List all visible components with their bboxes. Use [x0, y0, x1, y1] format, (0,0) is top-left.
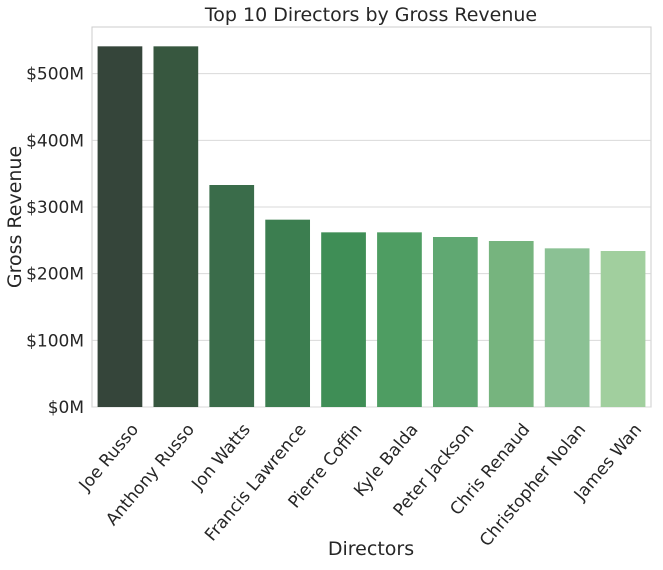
y-tick-label: $300M: [26, 198, 84, 218]
y-tick-label: $400M: [26, 131, 84, 151]
y-tick-label: $0M: [48, 398, 84, 418]
bar: [544, 248, 590, 407]
chart-title: Top 10 Directors by Gross Revenue: [204, 4, 537, 26]
bars: [97, 46, 646, 407]
bar: [153, 46, 199, 407]
y-tick-label: $500M: [26, 65, 84, 85]
y-tick-label: $100M: [26, 331, 84, 351]
x-axis-label: Directors: [328, 538, 414, 560]
bar: [600, 251, 646, 407]
y-axis-label: Gross Revenue: [4, 146, 26, 288]
bar: [97, 46, 143, 407]
bar: [321, 232, 366, 407]
x-tick-label: Francis Lawrence: [201, 420, 310, 545]
y-tick-labels: $0M $100M $200M $300M $400M $500M: [26, 65, 84, 418]
bar: [377, 232, 422, 407]
bar: [265, 219, 311, 407]
bar: [209, 185, 255, 407]
x-tick-label: Christopher Nolan: [476, 420, 590, 551]
bar: [488, 241, 534, 407]
bar: [432, 237, 478, 407]
y-tick-label: $200M: [26, 265, 84, 285]
